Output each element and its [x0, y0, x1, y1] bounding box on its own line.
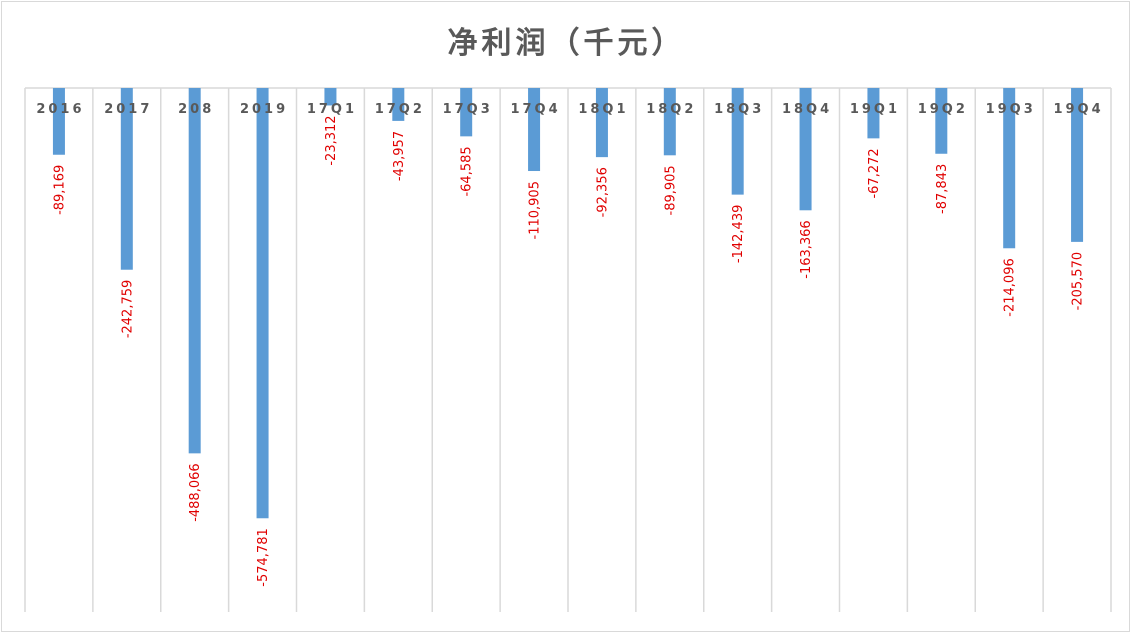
category-label: 19Q1	[850, 102, 900, 117]
value-label: -163,366	[799, 220, 814, 278]
category-label: 19Q4	[1053, 102, 1103, 117]
value-label: -67,272	[867, 148, 882, 198]
bar-17Q4	[528, 88, 541, 172]
category-label: 18Q4	[782, 102, 832, 117]
bar-208	[188, 88, 201, 454]
bar-2016	[52, 88, 65, 155]
category-label: 17Q2	[375, 102, 425, 117]
value-label: -574,781	[256, 528, 271, 586]
value-label: -205,570	[1071, 252, 1086, 310]
category-label: 18Q1	[578, 102, 628, 117]
bar-19Q2	[935, 88, 948, 154]
bar-17Q2	[392, 88, 405, 121]
category-label: 17Q3	[443, 102, 493, 117]
value-label: -242,759	[120, 280, 135, 338]
value-label: -89,169	[52, 165, 67, 215]
bar-18Q4	[799, 88, 812, 211]
bar-19Q1	[867, 88, 880, 139]
value-label: -142,439	[731, 205, 746, 263]
bar-18Q1	[595, 88, 608, 158]
bar-17Q1	[324, 88, 337, 106]
bar-2019	[256, 88, 269, 519]
category-label: 2017	[104, 102, 152, 117]
bar-17Q3	[460, 88, 473, 137]
value-label: -488,066	[188, 463, 203, 521]
value-label: -89,905	[663, 165, 678, 215]
value-label: -214,096	[1003, 258, 1018, 316]
category-label: 17Q1	[307, 102, 357, 117]
category-label: 2016	[36, 102, 84, 117]
category-label: 18Q3	[714, 102, 764, 117]
value-label: -110,905	[528, 181, 543, 239]
bar-19Q4	[1071, 88, 1084, 242]
bar-18Q3	[731, 88, 744, 195]
bar-2017	[120, 88, 133, 270]
category-label: 19Q2	[918, 102, 968, 117]
category-label: 2019	[240, 102, 288, 117]
category-label: 17Q4	[510, 102, 560, 117]
category-label: 208	[178, 102, 214, 117]
bar-18Q2	[663, 88, 676, 156]
category-label: 19Q3	[986, 102, 1036, 117]
value-label: -87,843	[935, 164, 950, 214]
bar-19Q3	[1003, 88, 1016, 249]
chart-title: 净利润（千元）	[447, 26, 686, 61]
category-label: 18Q2	[646, 102, 696, 117]
value-label: -23,312	[324, 115, 339, 165]
value-label: -64,585	[460, 146, 475, 196]
value-label: -43,957	[392, 131, 407, 181]
value-label: -92,356	[595, 167, 610, 217]
